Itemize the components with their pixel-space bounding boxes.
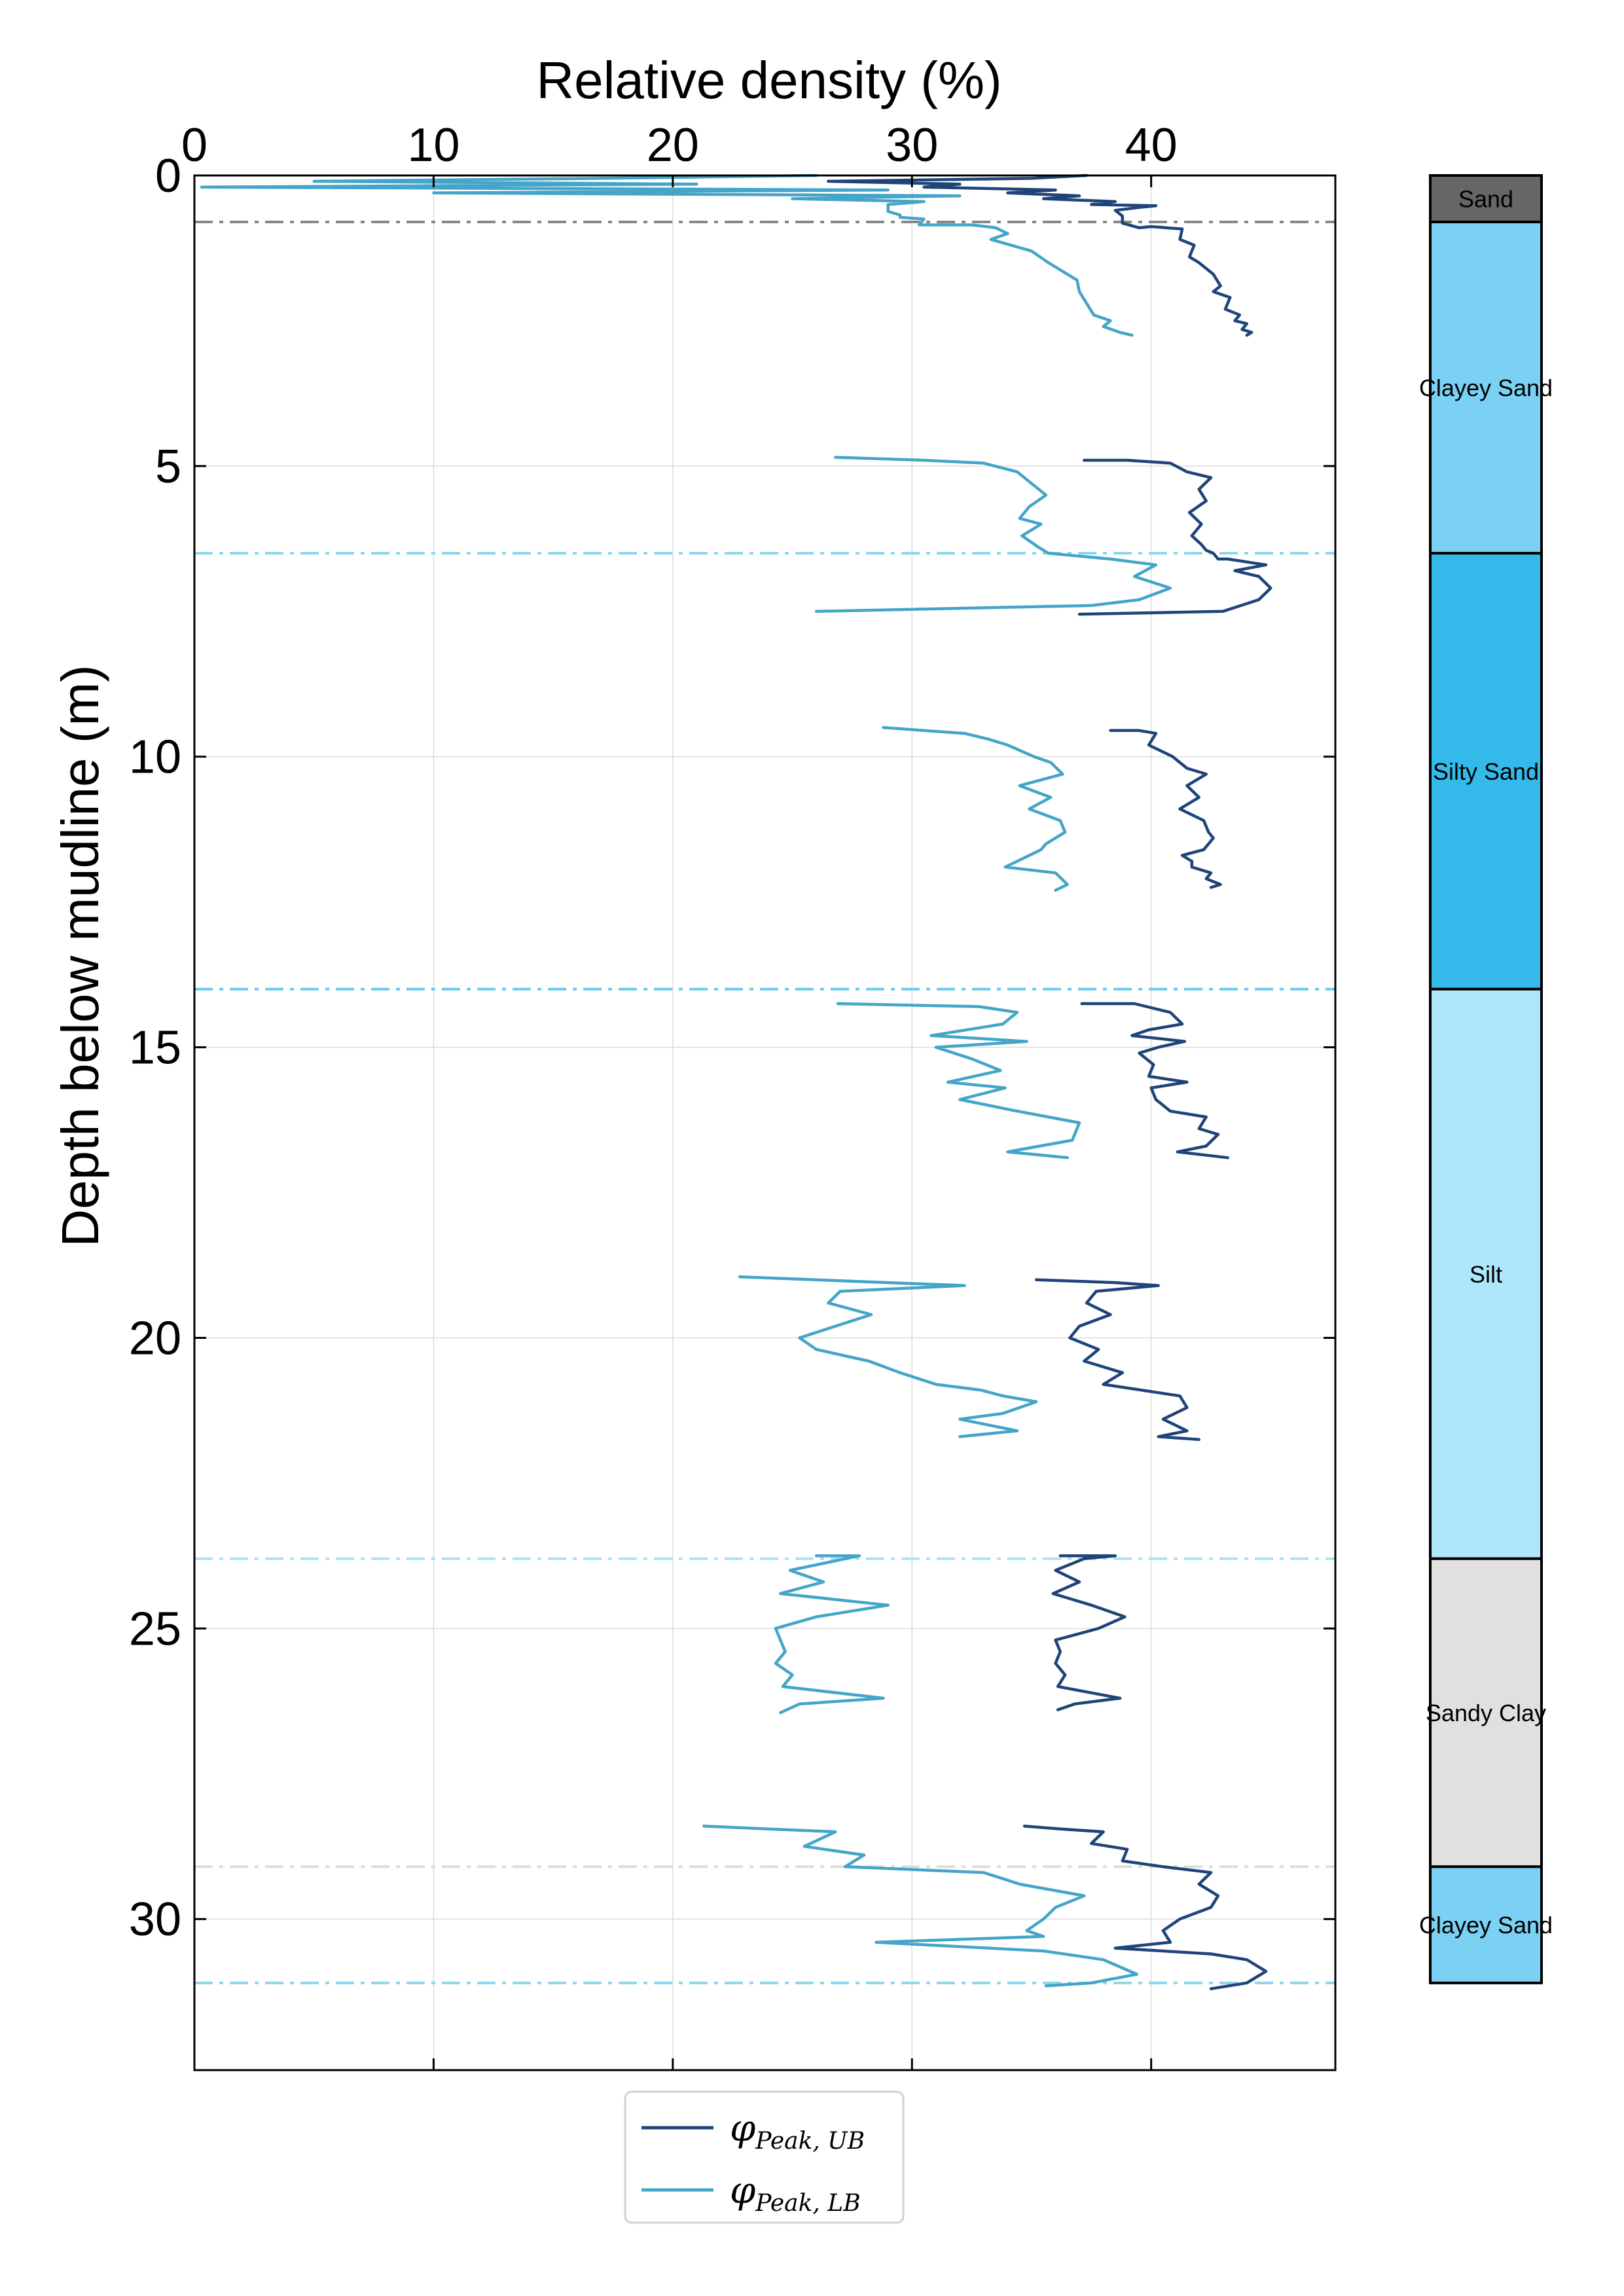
y-tick-label: 15 bbox=[129, 1022, 181, 1074]
y-tick-label: 25 bbox=[129, 1603, 181, 1655]
stratum-label: Silty Sand bbox=[1433, 758, 1539, 785]
y-tick-label: 10 bbox=[129, 731, 181, 784]
x-tick-label: 10 bbox=[407, 119, 460, 172]
grid-lines bbox=[194, 175, 1335, 2070]
stratum-layer bbox=[1429, 221, 1543, 555]
y-tick-label: 20 bbox=[129, 1312, 181, 1364]
legend-label: φPeak, LB bbox=[730, 2170, 861, 2217]
x-tick-label: 40 bbox=[1125, 119, 1178, 172]
series-line-lower-bound bbox=[200, 173, 1172, 1988]
legend-label: φPeak, UB bbox=[730, 2107, 865, 2155]
plot-area bbox=[194, 175, 1335, 2070]
plot-frame bbox=[193, 174, 1337, 2071]
stratum-layer bbox=[1429, 1557, 1543, 1868]
stratum-label: Sandy Clay bbox=[1426, 1700, 1546, 1726]
series-line-upper-bound bbox=[827, 173, 1272, 1990]
stratum-layer bbox=[1429, 1865, 1543, 1984]
stratum-label: Clayey Sand bbox=[1419, 374, 1553, 401]
stratum-label: Clayey Sand bbox=[1419, 1912, 1553, 1939]
stratum-layer bbox=[1429, 552, 1543, 991]
stratum-layer bbox=[1429, 987, 1543, 1560]
x-axis-ticks: 0 10 20 30 40 bbox=[181, 119, 1178, 2070]
x-axis-title: Relative density (%) bbox=[536, 51, 1001, 109]
y-tick-label: 0 bbox=[155, 150, 181, 202]
layer-boundary-lines bbox=[194, 221, 1335, 1984]
x-tick-label: 30 bbox=[886, 119, 938, 172]
x-tick-label: 0 bbox=[181, 119, 208, 172]
legend: φPeak, UB φPeak, LB bbox=[624, 2090, 905, 2224]
y-axis-ticks: 0 5 10 15 20 25 30 bbox=[129, 150, 1335, 1946]
stratigraphy-column: Sand Clayey Sand Silty Sand Silt Sandy Clay C… bbox=[1419, 174, 1553, 1984]
data-series bbox=[200, 173, 1272, 1990]
stratum-label: Sand bbox=[1458, 186, 1513, 213]
y-tick-label: 30 bbox=[129, 1893, 181, 1946]
y-axis-title: Depth below mudline (m) bbox=[51, 665, 109, 1247]
stratum-label: Silt bbox=[1470, 1261, 1502, 1288]
x-tick-label: 20 bbox=[647, 119, 699, 172]
y-tick-label: 5 bbox=[155, 441, 181, 493]
